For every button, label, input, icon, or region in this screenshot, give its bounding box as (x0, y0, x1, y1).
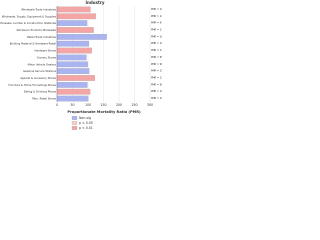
legend-swatch (71, 116, 78, 120)
y-tick-label: Grocery Stores (37, 55, 57, 59)
bar (56, 40, 90, 47)
value-label: PMR = 160 (151, 35, 162, 38)
y-tick-label: Wholesale Trade Industries (21, 7, 57, 11)
legend-swatch (71, 121, 78, 125)
value-label: PMR = 122 (151, 77, 162, 80)
value-label: PMR = 107 (151, 90, 162, 93)
chart: Industry Proportionate Mortality Ratio (… (0, 0, 162, 130)
value-label: PMR = 104 (151, 70, 162, 73)
y-tick-label: Motor Vehicle Dealers (28, 62, 57, 66)
bar (56, 68, 90, 74)
bar (56, 47, 92, 54)
y-tick-label: Wholesale, Supply, Equipment & Supplies (2, 14, 57, 18)
bar (56, 82, 88, 88)
value-label: PMR = 125 (151, 15, 162, 18)
value-label: PMR = 97 (151, 22, 162, 25)
x-tick-label: 100 (85, 103, 91, 107)
x-tick-label: 250 (131, 103, 137, 107)
legend-label: Non-sig (79, 116, 91, 120)
y-tick-label: Hardware Stores (34, 49, 56, 53)
bar (56, 34, 107, 40)
bar (56, 88, 91, 95)
y-tick-label: Furniture & Home Furnishings Stores (8, 83, 56, 87)
value-label: PMR = 101 (151, 97, 162, 100)
value-label: PMR = 99 (151, 63, 162, 66)
x-tick-label: 200 (116, 103, 122, 107)
legend-swatch (71, 126, 78, 130)
y-tick-label: Building Material & Hardware Retail (10, 42, 57, 46)
bar (56, 27, 94, 33)
legend-label: p < 0.05 (79, 121, 93, 125)
bar (56, 6, 91, 13)
y-tick-label: Apparel & Accessory Stores (20, 76, 56, 80)
y-tick-label: Gasoline Service Stations (23, 69, 57, 73)
y-tick-label: Misc. Retail Stores (32, 97, 56, 101)
bar (56, 54, 87, 61)
y-tick-label: Retail Trade Industries (27, 35, 57, 39)
bar (56, 61, 88, 68)
value-label: PMR = 95 (151, 56, 162, 59)
value-label: PMR = 112 (151, 49, 162, 52)
bar (56, 13, 96, 20)
value-label: PMR = 108 (151, 8, 162, 11)
legend-label: p < 0.01 (79, 126, 93, 130)
x-axis-title: Proportionate Mortality Ratio (PMR) (67, 110, 141, 114)
x-tick-label: 150 (100, 103, 106, 107)
bar (56, 75, 95, 81)
y-tick-label: Wholesale, Lumber & Construction Materia… (0, 21, 57, 25)
bar (56, 95, 89, 102)
value-label: PMR = 118 (151, 29, 162, 32)
y-tick-label: Eating & Drinking Places (24, 90, 57, 94)
chart-title: Industry (86, 0, 105, 5)
y-tick-label: Petroleum Products Wholesale (17, 28, 57, 32)
bar (56, 20, 88, 26)
value-label: PMR = 103 (151, 42, 162, 45)
x-tick-label: 50 (70, 103, 74, 107)
value-label: PMR = 98 (151, 83, 162, 86)
x-tick-label: 0 (56, 103, 58, 107)
x-tick-label: 300 (147, 103, 153, 107)
